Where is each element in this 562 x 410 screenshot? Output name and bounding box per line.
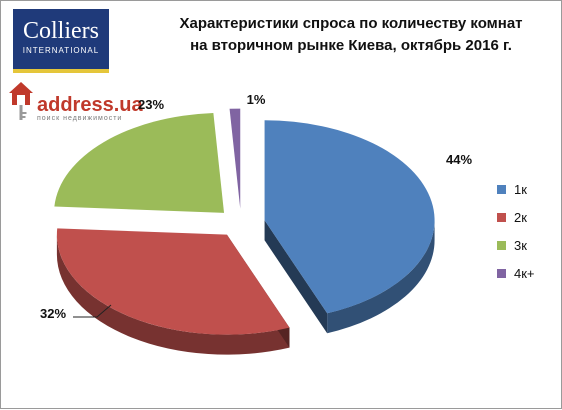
legend-item-4kplus: 4к+	[497, 259, 535, 287]
data-label-4kplus: 1%	[247, 92, 266, 107]
legend-label-2k: 2к	[514, 209, 527, 225]
colliers-logo-sub: INTERNATIONAL	[22, 46, 100, 55]
legend-swatch-4kplus	[497, 268, 506, 278]
address-logo-name: address.ua	[37, 94, 143, 116]
data-label-3k: 23%	[138, 97, 164, 112]
pie-slice-4kplus	[229, 108, 241, 209]
chart-title-line-2: на вторичном рынке Киева, октябрь 2016 г…	[190, 37, 512, 54]
legend-swatch-2k	[497, 212, 506, 222]
legend-label-4kplus: 4к+	[514, 265, 535, 281]
pie-slice-1k	[264, 120, 435, 314]
legend-swatch-3k	[497, 240, 506, 250]
colliers-logo-name: Colliers	[23, 18, 99, 44]
address-logo-tagline: поиск недвижимости	[37, 115, 123, 122]
legend-swatch-1k	[497, 184, 506, 194]
pie-slice-cut-1k-1	[264, 220, 328, 334]
address-logo: address.ua поиск недвижимости	[7, 79, 143, 127]
pie-slice-3k	[54, 113, 225, 213]
data-label-leader-2k	[73, 304, 112, 318]
chart-title-line-1: Характеристики спроса по количеству комн…	[179, 15, 523, 32]
legend-item-2k: 2к	[497, 203, 535, 231]
pie-slice-2k	[56, 228, 290, 335]
chart-legend: 1к 2к 3к 4к+	[497, 175, 535, 287]
legend-item-3k: 3к	[497, 231, 535, 259]
data-label-1k: 44%	[446, 152, 472, 167]
pie-slice-side-1k	[327, 220, 435, 334]
legend-item-1k: 1к	[497, 175, 535, 203]
pie-slice-side-2k	[56, 234, 290, 355]
chart-title: Характеристики спроса по количеству комн…	[151, 13, 551, 57]
data-label-2k: 32%	[40, 306, 66, 321]
legend-label-3k: 3к	[514, 237, 527, 253]
legend-label-1k: 1к	[514, 181, 527, 197]
house-key-icon	[9, 82, 33, 120]
colliers-logo: Colliers INTERNATIONAL	[13, 9, 109, 73]
